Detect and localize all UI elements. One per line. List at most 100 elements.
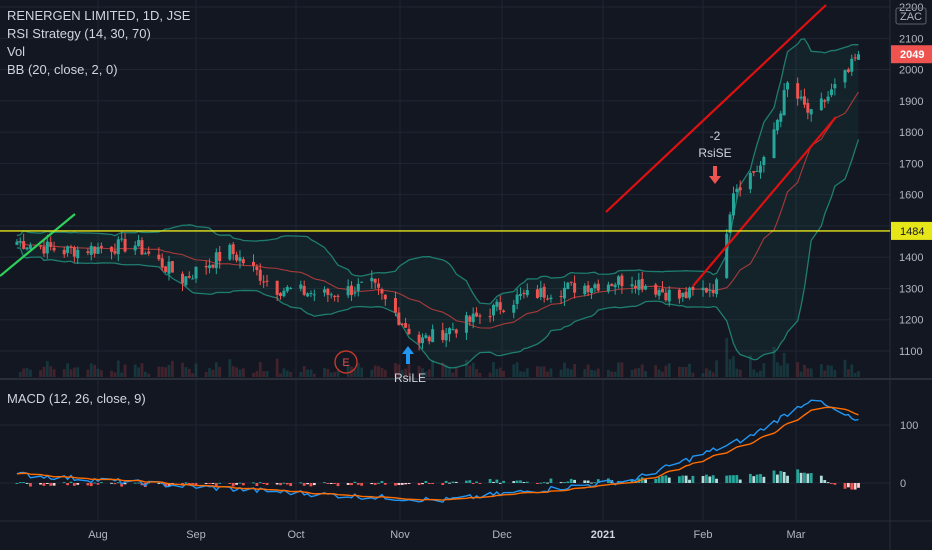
- macd-legend: MACD (12, 26, close, 9): [7, 390, 146, 408]
- candle-body: [823, 100, 827, 102]
- volume-bar: [96, 368, 100, 377]
- macd-histogram-bar: [69, 481, 73, 483]
- rsi-strategy-label[interactable]: RSI Strategy (14, 30, 70): [7, 26, 151, 41]
- macd-histogram-bar: [49, 483, 53, 486]
- candle-body: [549, 297, 553, 300]
- macd-histogram-bar: [164, 483, 168, 487]
- candle-body: [573, 282, 577, 293]
- candle-body: [701, 287, 705, 290]
- macd-histogram-bar: [799, 472, 803, 483]
- candle-body: [448, 328, 452, 335]
- volume-bar: [86, 369, 90, 377]
- candle-body: [407, 328, 411, 335]
- candle-body: [302, 285, 306, 295]
- candle-body: [191, 278, 195, 280]
- volume-bar: [586, 364, 590, 377]
- volume-bar: [427, 369, 431, 377]
- candle-body: [427, 336, 431, 342]
- candle-body: [373, 278, 377, 283]
- candle-body: [515, 294, 519, 304]
- candle-body: [400, 324, 404, 326]
- macd-histogram-bar: [590, 482, 593, 484]
- macd-label[interactable]: MACD (12, 26, close, 9): [7, 391, 146, 406]
- candle-body: [204, 265, 208, 268]
- volume-bar: [772, 346, 776, 377]
- x-tick-label: Aug: [88, 529, 108, 541]
- volume-bar: [110, 370, 113, 377]
- macd-histogram-bar: [262, 483, 266, 484]
- volume-bar: [495, 368, 499, 377]
- volume-bar: [89, 363, 93, 377]
- volume-bar: [637, 367, 641, 377]
- y-tick-label: 2100: [899, 33, 923, 45]
- candle-body: [123, 238, 127, 252]
- candle-body: [238, 257, 242, 262]
- level-label: 1484: [900, 226, 924, 238]
- y-tick-label: 1600: [899, 190, 923, 202]
- macd-histogram-bar: [252, 482, 255, 484]
- volume-bar: [512, 364, 516, 377]
- volume-bar: [383, 369, 387, 377]
- candle-body: [397, 312, 401, 325]
- volume-bar: [39, 370, 42, 377]
- symbol-title[interactable]: RENERGEN LIMITED, 1D, JSE: [7, 8, 191, 23]
- candle-body: [140, 240, 144, 255]
- trendlines[interactable]: [0, 4, 890, 287]
- candle-body: [677, 289, 681, 299]
- candle-body: [22, 241, 26, 249]
- candle-body: [451, 329, 455, 331]
- candle-body: [708, 289, 712, 291]
- macd-histogram-bar: [809, 473, 813, 483]
- macd-histogram-bar: [89, 483, 93, 487]
- macd-histogram-bar: [512, 481, 516, 483]
- candle-body: [512, 304, 516, 313]
- volume-bar: [29, 369, 32, 377]
- volume-bar: [596, 368, 600, 377]
- volume-bar: [336, 370, 340, 377]
- volume-bar: [407, 364, 411, 377]
- macd-histogram-bar: [536, 483, 539, 484]
- volume-bar: [857, 371, 860, 377]
- macd-histogram-bar: [72, 483, 76, 486]
- candle-body: [45, 241, 49, 254]
- volume-bar: [289, 371, 293, 377]
- volume-bar: [306, 369, 309, 377]
- macd-histogram-bar: [336, 483, 340, 487]
- volume-bar: [809, 368, 813, 377]
- volume-label[interactable]: Vol: [7, 44, 26, 59]
- macd-histogram-bar: [238, 482, 242, 484]
- candle-body: [525, 290, 529, 296]
- macd-histogram-bar: [776, 474, 779, 483]
- candle-body: [799, 96, 803, 99]
- y-tick-label: 1100: [899, 346, 923, 358]
- volume-bar: [255, 371, 259, 377]
- candle-body: [393, 298, 397, 313]
- macd-histogram-bar: [830, 483, 833, 484]
- macd-histogram-bar: [204, 483, 208, 484]
- macd-histogram-bar: [441, 483, 445, 486]
- volume-bar: [164, 367, 168, 377]
- volume-bar: [799, 371, 803, 377]
- macd-histogram-bar: [309, 483, 313, 487]
- volume-bar: [191, 373, 195, 377]
- macd-histogram-bar: [796, 469, 800, 483]
- volume-bar: [786, 363, 789, 377]
- volume-bar: [194, 363, 198, 377]
- volume-bar: [492, 361, 495, 377]
- volume-bar: [850, 364, 854, 377]
- candle-body: [657, 290, 661, 296]
- candle-body: [306, 293, 310, 297]
- macd-histogram-bar: [120, 483, 124, 487]
- volume-bar: [140, 363, 144, 377]
- x-tick-label: Oct: [287, 529, 304, 541]
- volume-bar: [593, 370, 597, 377]
- macd-histogram-bar: [688, 479, 691, 483]
- bollinger-label[interactable]: BB (20, close, 2, 0): [7, 62, 118, 77]
- macd-histogram-bar: [431, 483, 435, 484]
- volume-bar: [522, 371, 526, 377]
- volume-bar: [546, 371, 549, 377]
- y-tick-label: 1700: [899, 158, 923, 170]
- candle-body: [86, 251, 90, 253]
- candle-body: [66, 246, 70, 253]
